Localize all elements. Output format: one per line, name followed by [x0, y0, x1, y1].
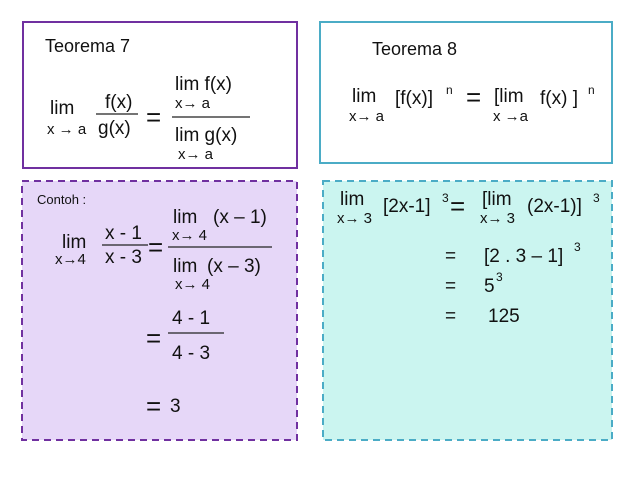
step-numerator: 4 - 1 [172, 308, 210, 329]
equals: = [445, 276, 456, 297]
step-2: 5 [484, 276, 495, 297]
title: Teorema 7 [45, 36, 130, 56]
base: [2x-1] [383, 196, 431, 217]
denominator: x - 3 [105, 247, 142, 268]
rhs-lim: [lim [494, 86, 524, 107]
rhs-lim: [lim [482, 189, 512, 210]
power: 3 [442, 191, 449, 205]
rhs-base: f(x) ] [540, 88, 578, 109]
equals: = [148, 232, 163, 262]
denominator-lim: lim [173, 256, 197, 277]
denominator-sub: x→ 4 [175, 276, 210, 293]
result: 3 [170, 396, 181, 417]
equals: = [445, 306, 456, 327]
equals: = [445, 246, 456, 267]
theorem-7-box [22, 21, 298, 169]
rhs-power: 3 [593, 191, 600, 205]
rhs-expression: (2x-1)] [527, 196, 582, 217]
rhs-denominator: lim g(x) [175, 125, 237, 146]
power: n [446, 83, 453, 97]
rhs-numerator: lim f(x) [175, 74, 232, 95]
numerator-lim: lim [173, 207, 197, 228]
rhs-power: n [588, 83, 595, 97]
lim-sub: x→ a [349, 108, 385, 125]
denominator-expression: (x – 3) [207, 256, 261, 277]
rhs-denominator-sub: x→ a [178, 146, 214, 163]
numerator-expression: (x – 1) [213, 207, 267, 228]
equals: = [146, 323, 161, 353]
step-1-power: 3 [574, 240, 581, 254]
example-1-box [21, 180, 298, 441]
rhs-lim-sub: x →a [493, 108, 529, 125]
equals: = [466, 82, 481, 112]
result: 125 [488, 306, 520, 327]
theorem-8-box [319, 21, 613, 164]
lim: lim [352, 86, 376, 107]
lim: lim [62, 232, 86, 253]
base: [f(x)] [395, 88, 433, 109]
equals: = [146, 102, 161, 132]
denominator: g(x) [98, 118, 131, 139]
equals: = [450, 191, 465, 221]
lim-sub: x→ 3 [337, 210, 372, 227]
example-2-box [322, 180, 613, 441]
numerator: x - 1 [105, 223, 142, 244]
step-2-power: 3 [496, 270, 503, 284]
lim: lim [340, 189, 364, 210]
numerator: f(x) [105, 92, 132, 113]
step-1: [2 . 3 – 1] [484, 246, 563, 267]
lim-sub: x → a [47, 121, 87, 138]
example-label: Contoh : [37, 192, 86, 207]
rhs-lim-sub: x→ 3 [480, 210, 515, 227]
equals: = [146, 391, 161, 421]
numerator-sub: x→ 4 [172, 227, 207, 244]
title: Teorema 8 [372, 39, 457, 59]
step-denominator: 4 - 3 [172, 343, 210, 364]
lim-sub: x→4 [55, 251, 86, 268]
lim: lim [50, 98, 74, 119]
rhs-numerator-sub: x→ a [175, 95, 211, 112]
